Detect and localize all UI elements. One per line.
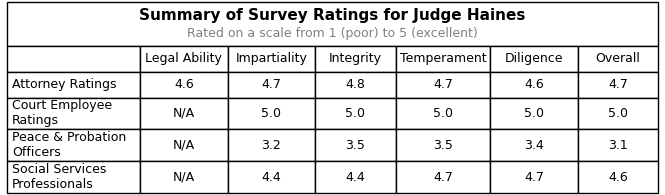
Bar xyxy=(315,129,396,161)
Text: Integrity: Integrity xyxy=(329,52,382,65)
Bar xyxy=(7,98,140,129)
Bar xyxy=(315,46,396,72)
Text: Impartiality: Impartiality xyxy=(235,52,307,65)
Text: 5.0: 5.0 xyxy=(433,107,453,120)
Bar xyxy=(227,98,315,129)
Bar xyxy=(7,72,140,98)
Text: N/A: N/A xyxy=(173,107,195,120)
Text: 4.6: 4.6 xyxy=(608,171,628,184)
Text: 4.7: 4.7 xyxy=(261,78,281,91)
Text: 4.8: 4.8 xyxy=(346,78,365,91)
Text: Temperament: Temperament xyxy=(400,52,486,65)
Bar xyxy=(227,161,315,193)
Bar xyxy=(490,129,578,161)
Text: Summary of Survey Ratings for Judge Haines: Summary of Survey Ratings for Judge Hain… xyxy=(139,8,526,23)
Bar xyxy=(396,161,490,193)
Text: 3.1: 3.1 xyxy=(608,139,628,152)
Bar xyxy=(227,72,315,98)
Text: 4.7: 4.7 xyxy=(524,171,544,184)
Text: Legal Ability: Legal Ability xyxy=(146,52,222,65)
Text: Peace & Probation
Officers: Peace & Probation Officers xyxy=(12,131,126,159)
Bar xyxy=(140,129,227,161)
Bar xyxy=(396,129,490,161)
Text: 3.5: 3.5 xyxy=(346,139,365,152)
Bar xyxy=(396,72,490,98)
Bar xyxy=(578,161,658,193)
Text: 5.0: 5.0 xyxy=(345,107,365,120)
Text: 5.0: 5.0 xyxy=(608,107,628,120)
Text: 5.0: 5.0 xyxy=(261,107,281,120)
Bar xyxy=(578,72,658,98)
Text: Diligence: Diligence xyxy=(505,52,563,65)
Text: Rated on a scale from 1 (poor) to 5 (excellent): Rated on a scale from 1 (poor) to 5 (exc… xyxy=(187,27,478,40)
Bar xyxy=(7,46,140,72)
Text: 3.4: 3.4 xyxy=(524,139,544,152)
Bar xyxy=(578,129,658,161)
Text: N/A: N/A xyxy=(173,139,195,152)
Text: 3.2: 3.2 xyxy=(261,139,281,152)
Text: 4.7: 4.7 xyxy=(433,78,453,91)
Text: 4.4: 4.4 xyxy=(261,171,281,184)
Bar xyxy=(396,98,490,129)
Bar xyxy=(227,129,315,161)
Text: N/A: N/A xyxy=(173,171,195,184)
Text: Court Employee
Ratings: Court Employee Ratings xyxy=(12,99,112,127)
Bar xyxy=(7,129,140,161)
Bar xyxy=(315,72,396,98)
Bar xyxy=(227,46,315,72)
Bar xyxy=(490,72,578,98)
Text: 5.0: 5.0 xyxy=(524,107,544,120)
Bar xyxy=(315,161,396,193)
Bar xyxy=(140,46,227,72)
Bar xyxy=(490,161,578,193)
Bar xyxy=(578,46,658,72)
Bar xyxy=(490,46,578,72)
Text: 3.5: 3.5 xyxy=(433,139,453,152)
Bar xyxy=(490,98,578,129)
Bar xyxy=(7,2,658,46)
Text: 4.4: 4.4 xyxy=(346,171,365,184)
Bar xyxy=(578,98,658,129)
Bar xyxy=(140,161,227,193)
Text: Overall: Overall xyxy=(596,52,640,65)
Bar xyxy=(396,46,490,72)
Text: 4.6: 4.6 xyxy=(174,78,194,91)
Bar xyxy=(140,98,227,129)
Bar xyxy=(140,72,227,98)
Text: 4.7: 4.7 xyxy=(433,171,453,184)
Text: Attorney Ratings: Attorney Ratings xyxy=(12,78,116,91)
Text: Social Services
Professionals: Social Services Professionals xyxy=(12,163,106,191)
Bar xyxy=(7,161,140,193)
Bar xyxy=(315,98,396,129)
Text: 4.7: 4.7 xyxy=(608,78,628,91)
Text: 4.6: 4.6 xyxy=(524,78,544,91)
